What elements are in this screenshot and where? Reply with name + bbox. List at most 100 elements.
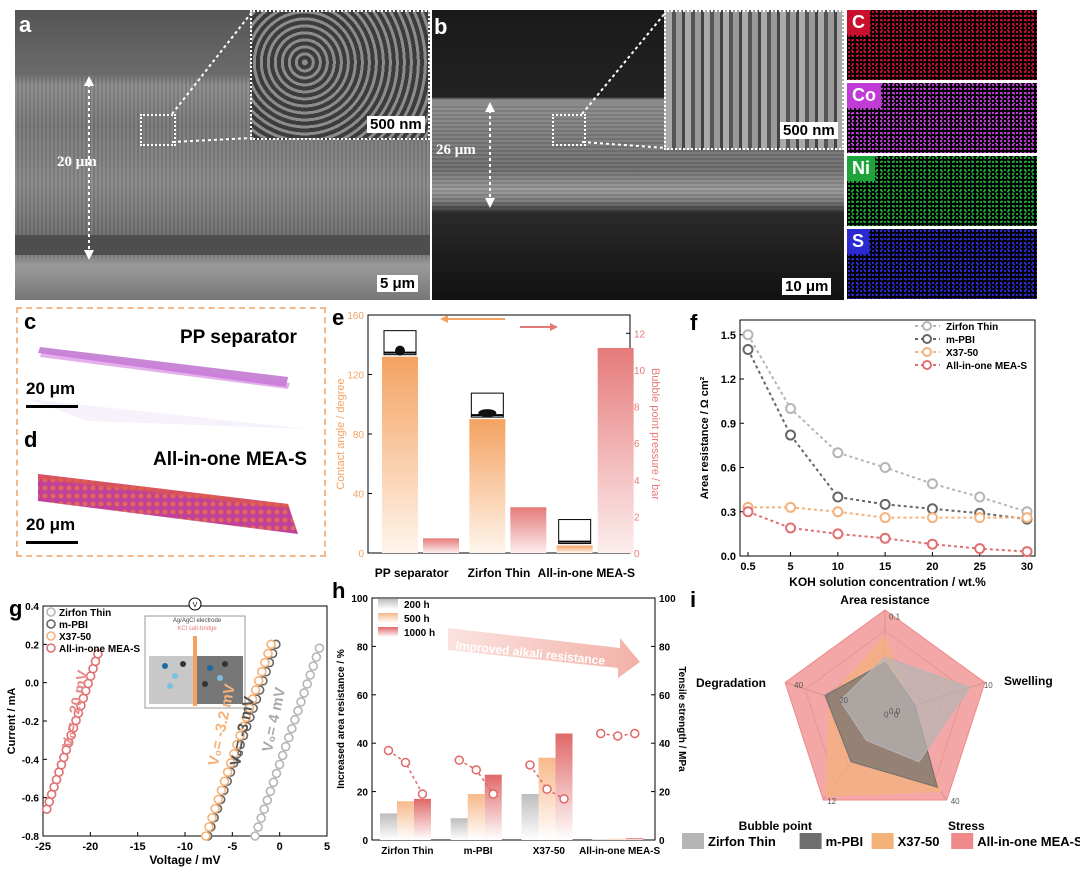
eds-map-s: S [847,229,1037,299]
scale-d: 20 μm [26,515,76,534]
inset-scale-b: 500 nm [780,122,838,139]
panel-label-d: d [24,427,38,452]
point-g-0-20 [311,652,322,662]
point-g-2-20 [263,648,273,659]
point-h-3-1 [613,731,623,741]
ylabel-e: Contact angle / degree [335,378,347,489]
bar-e-bubble-1 [510,507,547,553]
legend-label-h-1: 500 h [404,614,430,625]
ytick-label-g-3: -0.2 [22,717,40,728]
droplet-e-0 [395,345,405,356]
inset-left-chamber-g [149,656,195,704]
point-g-0-14 [293,705,303,716]
point-g-2-8 [225,758,236,768]
ytick-label-g-5: 0.2 [25,640,39,651]
point-h-2-2 [559,794,569,804]
legend-swatch-i-2 [871,833,894,849]
legend-label-i-3: All-in-one MEA-S [977,834,1080,849]
point-g-0-2 [256,813,266,823]
xtick-label-g-0: -25 [35,841,51,853]
inset-voltmeter-g [188,597,202,611]
radar-axis-label-0: Area resistance [840,593,930,607]
y2label-e: Bubble point pressure / bar [649,368,661,500]
point-g-2-9 [229,749,239,759]
arrowhead-e-right [550,323,558,331]
y2tick-label-h-3: 60 [659,691,671,702]
legend-swatch-i-1 [799,833,822,849]
arrowhead-e-left [440,315,448,323]
xtick-label-h-3: All-in-one MEA-S [579,846,660,857]
point-g-2-10 [232,739,242,750]
xtick-label-h-0: Zirfon Thin [381,846,433,857]
inset-ion-g-2 [180,661,186,667]
point-f-3-4 [926,538,938,550]
point-f-2-6 [1021,512,1033,524]
point-f-0-1 [785,403,797,414]
panel-label-g: g [9,596,23,621]
legend-marker-g-3 [46,643,56,653]
ytick-label-h-1: 20 [357,788,369,799]
legend-label-h-2: 1000 h [404,628,435,639]
point-g-2-0 [201,831,211,841]
ytick-label-h-3: 60 [357,691,369,702]
bar-h-3-1 [609,838,627,840]
panel-label-f: f [690,310,698,335]
point-f-3-6 [1021,546,1033,558]
point-f-1-0 [742,344,754,355]
eds-map-c: C [847,10,1037,80]
xtick-label-f-5: 25 [974,561,986,573]
ytick-label-g-6: 0.4 [25,602,39,613]
point-g-0-18 [305,670,316,680]
point-g-0-11 [283,732,294,743]
bar-h-1-2 [484,774,502,840]
point-f-0-2 [832,447,844,459]
point-f-3-3 [879,532,891,544]
legend-marker-g-2 [46,631,56,641]
point-g-0-13 [290,714,300,725]
radar-tick-1-0: 0 [894,710,899,719]
y2tick-label-e-6: 12 [634,329,646,340]
panel-g: g -25 -20 -15 -10 -5 0 5 -0.8 -0.6 -0.4 -0.2 0.0 0.2… [5,596,335,870]
point-g-2-2 [207,812,217,823]
bar-h-2-1 [538,757,556,840]
bar-e-contact-2 [556,545,593,553]
legend-label-i-1: m-PBI [826,834,864,849]
legend-label-g-1: m-PBI [59,620,88,631]
point-h-1-2 [488,789,498,799]
legend-marker-g-0 [46,607,56,617]
eds-map-co: Co [847,83,1037,153]
ytick-label-g-1: -0.6 [22,794,40,805]
point-f-2-3 [879,512,891,524]
point-g-0-3 [259,804,270,814]
xtick-label-f-2: 10 [832,561,844,573]
point-f-3-0 [742,506,754,518]
point-g-0-8 [274,759,285,770]
point-g-0-0 [250,831,260,841]
point-h-3-2 [630,728,640,739]
inset-ion-g-7 [222,661,228,667]
xtick-label-f-1: 5 [787,561,793,573]
point-g-0-15 [296,697,306,707]
ylabel-g: Current / mA [6,688,18,755]
point-h-0-0 [383,745,394,756]
point-g-0-6 [268,777,279,788]
point-f-2-2 [832,506,844,518]
point-g-0-16 [299,688,309,698]
xtick-label-f-4: 20 [926,561,938,573]
inset-voltmeter-label-g: V [193,602,198,609]
radar-axis-label-1: Swelling [1004,674,1053,688]
bar-e-contact-1 [469,419,506,553]
radar-tick-1-1: 10 [984,681,993,690]
point-f-1-4 [926,503,938,515]
panel-b: b 26 μm 500 nm 10 μm [432,10,844,300]
legend-label-g-3: All-in-one MEA-S [59,644,140,655]
bar-h-0-1 [397,801,414,840]
point-g-2-15 [247,694,258,704]
scalebar-c [26,405,78,408]
point-f-2-4 [926,512,938,524]
radar-tick-2-0: 40 [951,797,960,806]
axes-frame-f [739,319,1036,557]
xtick-label-h-1: m-PBI [464,846,493,857]
ytick-label-e-4: 160 [347,311,364,322]
legend-label-f-1: m-PBI [946,335,975,346]
